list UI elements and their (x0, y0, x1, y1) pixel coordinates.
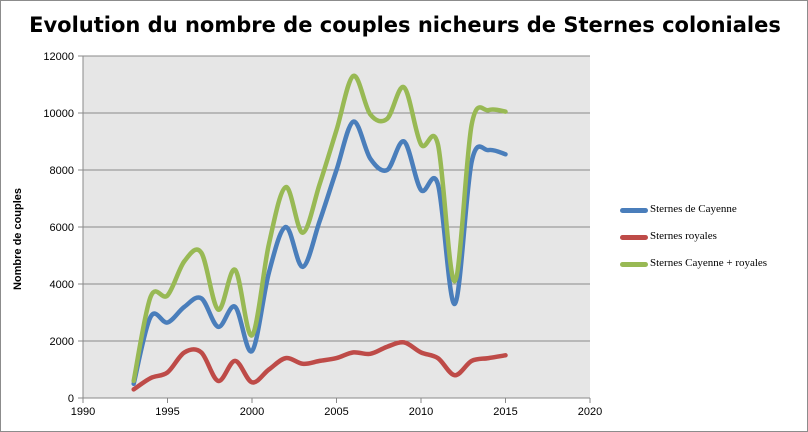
chart-title: Evolution du nombre de couples nicheurs … (29, 13, 781, 37)
legend: Sternes de Cayenne Sternes royales Stern… (620, 200, 805, 281)
y-tick-label: 8000 (50, 165, 74, 177)
y-tick-label: 10000 (43, 108, 74, 120)
x-tick-label: 2000 (240, 406, 264, 418)
legend-item: Sternes royales (620, 227, 805, 254)
y-tick-label: 12000 (43, 51, 74, 63)
x-tick-label: 1995 (155, 406, 179, 418)
legend-label: Sternes royales (650, 230, 717, 242)
legend-label: Sternes Cayenne + royales (650, 257, 768, 269)
y-tick-label: 4000 (50, 279, 74, 291)
legend-swatch (620, 208, 648, 213)
series-line (131, 73, 508, 384)
y-tick-label: 2000 (50, 336, 74, 348)
x-tick-label: 2010 (409, 406, 433, 418)
x-tick-label: 2020 (578, 406, 602, 418)
series-line (131, 119, 508, 387)
series-line (131, 340, 508, 392)
legend-swatch (620, 262, 648, 267)
legend-item: Sternes de Cayenne (620, 200, 805, 227)
x-tick-label: 1990 (71, 406, 95, 418)
legend-item: Sternes Cayenne + royales (620, 254, 805, 281)
y-tick-label: 0 (68, 393, 74, 405)
legend-swatch (620, 235, 648, 240)
x-tick-label: 2005 (324, 406, 348, 418)
x-tick-label: 2015 (493, 406, 517, 418)
y-tick-label: 6000 (50, 222, 74, 234)
legend-label: Sternes de Cayenne (650, 203, 737, 215)
